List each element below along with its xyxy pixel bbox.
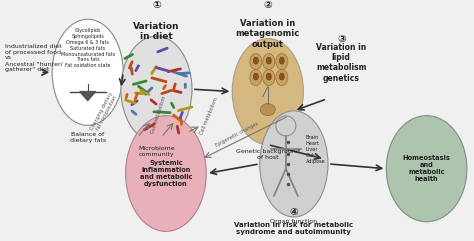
Polygon shape (80, 92, 96, 100)
Ellipse shape (386, 116, 467, 222)
Text: Microbiome
community: Microbiome community (138, 147, 175, 157)
Ellipse shape (276, 70, 288, 86)
Ellipse shape (260, 104, 275, 116)
Text: Cell metabolism: Cell metabolism (199, 96, 219, 135)
Text: Balance of
dietary fats: Balance of dietary fats (70, 132, 106, 143)
Text: Brain
Heart
Liver
Gut
Adipose: Brain Heart Liver Gut Adipose (306, 135, 326, 164)
Text: Industrialized diet
of processed food
vs
Ancestral "hunter/
gatherer" diet: Industrialized diet of processed food vs… (5, 44, 63, 72)
Text: Variation in risk for metabolic
syndrome and autoimmunity: Variation in risk for metabolic syndrome… (234, 222, 354, 235)
Ellipse shape (263, 70, 275, 86)
Text: Glycolipids
Sphingolipids
Omega 6 & 3 fats
Saturated fats
Monounsaturated fats
T: Glycolipids Sphingolipids Omega 6 & 3 fa… (61, 28, 115, 68)
Text: ④: ④ (290, 207, 298, 217)
Text: Epigenetic changes: Epigenetic changes (215, 121, 259, 148)
Text: ①: ① (152, 0, 161, 10)
Text: ②: ② (264, 0, 272, 10)
Ellipse shape (52, 19, 123, 125)
Ellipse shape (232, 39, 303, 145)
Ellipse shape (250, 70, 262, 86)
Text: Gut metabolism: Gut metabolism (150, 95, 167, 134)
Text: ③: ③ (337, 33, 346, 44)
Text: Homeostasis
and
metabolic
health: Homeostasis and metabolic health (402, 155, 451, 182)
Ellipse shape (276, 54, 288, 70)
Text: Variation in
lipid
metabolism
genetics: Variation in lipid metabolism genetics (316, 43, 366, 83)
Text: Variation in
metagenomic
output: Variation in metagenomic output (236, 19, 300, 49)
Text: Organ function: Organ function (270, 219, 318, 224)
Ellipse shape (279, 73, 284, 80)
Text: Systemic
inflammation
and metabolic
dysfunction: Systemic inflammation and metabolic dysf… (140, 160, 192, 187)
Ellipse shape (266, 73, 271, 80)
Ellipse shape (279, 57, 284, 64)
Ellipse shape (253, 57, 258, 64)
Ellipse shape (266, 57, 271, 64)
Ellipse shape (250, 54, 262, 70)
Ellipse shape (126, 116, 206, 231)
Ellipse shape (263, 54, 275, 70)
Text: Genetic background
of host: Genetic background of host (236, 149, 300, 160)
Ellipse shape (121, 36, 192, 142)
Text: Variation
in diet: Variation in diet (133, 22, 180, 41)
Ellipse shape (260, 111, 328, 217)
Text: Changing dietary
fat composition: Changing dietary fat composition (90, 91, 119, 133)
Ellipse shape (253, 73, 258, 80)
